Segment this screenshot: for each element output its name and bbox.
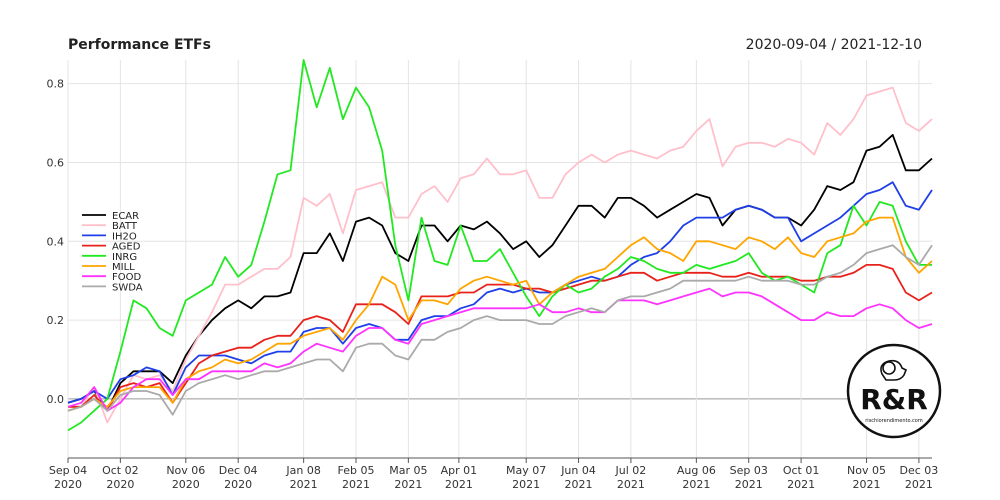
y-tick-label: 0.0 xyxy=(47,393,65,406)
x-tick-label: Jul 02 2021 xyxy=(615,464,647,491)
series-line-food xyxy=(67,287,933,412)
y-tick-label: 0.8 xyxy=(47,78,65,91)
legend-label-batt: BATT xyxy=(112,221,138,232)
y-axis-ticks: 0.0 0.2 0.4 0.6 0.8 xyxy=(47,78,65,406)
series-line-ecar xyxy=(67,133,933,412)
x-tick-label: Apr 01 2021 xyxy=(441,464,478,491)
x-tick-label: Nov 05 2021 xyxy=(847,464,886,491)
legend-label-ecar: ECAR xyxy=(112,211,139,222)
x-tick-label: Feb 05 2021 xyxy=(338,464,375,491)
legend-label-swda: SWDA xyxy=(112,282,143,293)
x-tick-label: Sep 04 2020 xyxy=(49,464,87,491)
x-tick-label: Oct 01 2021 xyxy=(783,464,820,491)
legend-label-inrg: INRG xyxy=(112,252,137,263)
legend-label-food: FOOD xyxy=(112,272,141,283)
x-tick-label: Oct 02 2020 xyxy=(102,464,139,491)
y-tick-label: 0.4 xyxy=(47,235,65,248)
chart-title: Performance ETFs xyxy=(68,37,211,53)
grid-lines xyxy=(67,60,932,458)
x-axis-ticks: Sep 04 2020 Oct 02 2020 Nov 06 2020 Dec 04 2020… xyxy=(49,457,939,491)
x-tick-label: Dec 03 2021 xyxy=(900,464,939,491)
chart-date-range: 2020-09-04 / 2021-12-10 xyxy=(745,37,922,53)
logo-text: R&R xyxy=(860,383,928,416)
series-line-swda xyxy=(67,244,933,416)
legend-label-aged: AGED xyxy=(112,242,141,253)
y-tick-label: 0.6 xyxy=(47,156,65,169)
x-tick-label: May 07 2021 xyxy=(506,464,546,491)
x-tick-label: Jun 04 2021 xyxy=(560,464,596,491)
x-tick-label: Nov 06 2020 xyxy=(166,464,205,491)
x-tick-label: Mar 05 2021 xyxy=(389,464,427,491)
series-line-mill xyxy=(67,216,933,412)
series-line-batt xyxy=(68,86,933,424)
x-tick-label: Aug 06 2021 xyxy=(677,464,716,491)
legend-label-ih2o: IH2O xyxy=(112,231,137,242)
x-tick-label: Jan 08 2021 xyxy=(285,464,320,491)
piggy-bank-gear-icon xyxy=(880,359,908,381)
series-line-inrg xyxy=(67,59,932,432)
rr-logo: R&R rischiorendimento.com xyxy=(846,343,942,439)
legend-label-mill: MILL xyxy=(112,262,135,273)
x-tick-label: Dec 04 2020 xyxy=(219,464,258,491)
logo-subtext: rischiorendimento.com xyxy=(865,418,923,424)
x-tick-label: Sep 03 2021 xyxy=(730,464,768,491)
series-lines xyxy=(67,59,933,432)
y-tick-label: 0.2 xyxy=(47,314,65,327)
